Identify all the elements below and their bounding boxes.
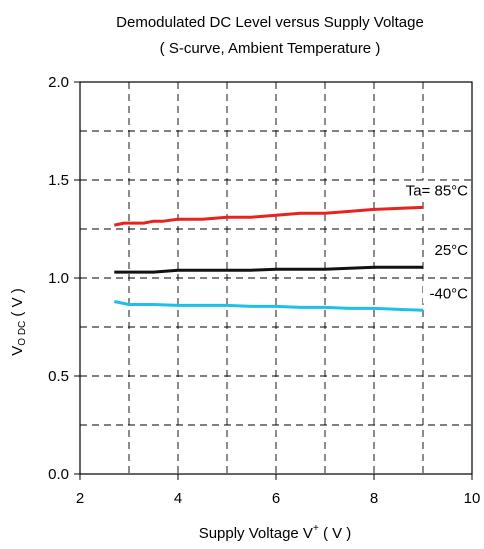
series-label: Ta= 85°C	[406, 182, 468, 199]
series-label: 25°C	[434, 242, 468, 259]
x-tick-label: 8	[370, 490, 378, 507]
x-axis-label: Supply Voltage V+ ( V )	[199, 523, 352, 542]
y-tick-label: 1.5	[48, 172, 69, 189]
chart-subtitle: ( S-curve, Ambient Temperature )	[160, 40, 381, 57]
x-axis-tick-labels: 2 4 6 8 10	[76, 490, 481, 507]
series-labels: Ta= 85°C 25°C -40°C	[398, 180, 468, 304]
y-axis-label-unit: ( V )	[9, 288, 26, 321]
grid-lines	[80, 82, 472, 474]
y-axis-label-main: V	[9, 346, 26, 356]
x-axis-label-main: Supply Voltage V	[199, 525, 313, 542]
y-axis-label-sub: O DC	[17, 321, 28, 346]
axis-tick-marks	[74, 81, 473, 480]
series-label: -40°C	[429, 285, 468, 302]
y-tick-label: 0.0	[48, 466, 69, 483]
series-label-bg	[398, 180, 468, 201]
series-line	[114, 265, 423, 274]
y-tick-label: 2.0	[48, 74, 69, 91]
y-tick-label: 1.0	[48, 270, 69, 287]
x-axis-label-unit: ( V )	[319, 525, 352, 542]
x-tick-label: 2	[76, 490, 84, 507]
chart-title: Demodulated DC Level versus Supply Volta…	[116, 14, 424, 31]
y-axis-tick-labels: 0.0 0.5 1.0 1.5 2.0	[48, 74, 69, 483]
x-tick-label: 4	[174, 490, 182, 507]
x-axis-label-sup: +	[313, 523, 319, 534]
series-line	[114, 300, 424, 312]
series-label-bg	[431, 240, 468, 261]
series-line	[114, 205, 424, 227]
data-series	[114, 205, 424, 312]
x-tick-label: 6	[272, 490, 280, 507]
series-label-bg	[423, 283, 468, 304]
y-axis-label: VO DC ( V )	[9, 288, 28, 356]
y-tick-label: 0.5	[48, 368, 69, 385]
x-tick-label: 10	[464, 490, 481, 507]
